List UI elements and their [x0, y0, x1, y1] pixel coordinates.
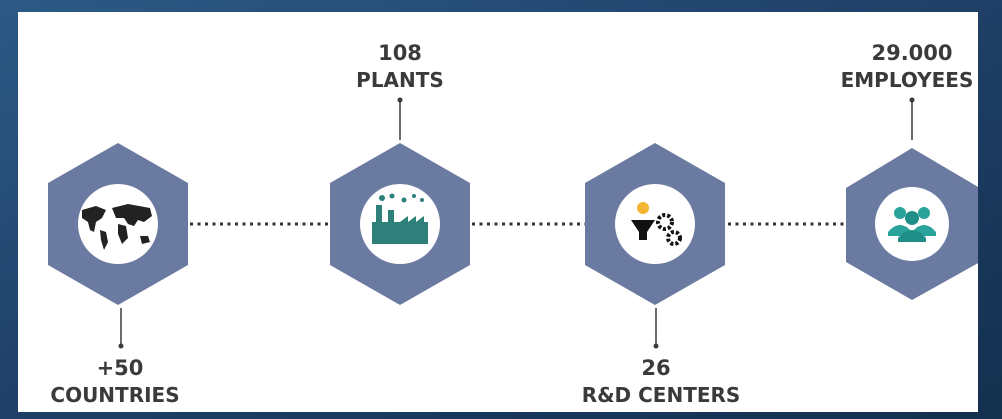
stat-label: COUNTRIES [50, 383, 179, 407]
stat-number: 26 [641, 356, 670, 380]
stem-dot [119, 344, 124, 349]
icon-circle [615, 184, 695, 264]
stat-label: R&D CENTERS [582, 383, 741, 407]
stem-dot [398, 98, 403, 103]
stat-number: +50 [97, 356, 144, 380]
stem-dot [654, 344, 659, 349]
stat-number: 29.000 [871, 41, 952, 65]
stem-dot [910, 98, 915, 103]
infographic: 108 PLANTS 29.000 EMPLOYEES +50 COUNTRIE… [0, 0, 1002, 419]
stat-label: PLANTS [356, 68, 444, 92]
stat-label: EMPLOYEES [841, 68, 974, 92]
stat-number: 108 [378, 41, 422, 65]
